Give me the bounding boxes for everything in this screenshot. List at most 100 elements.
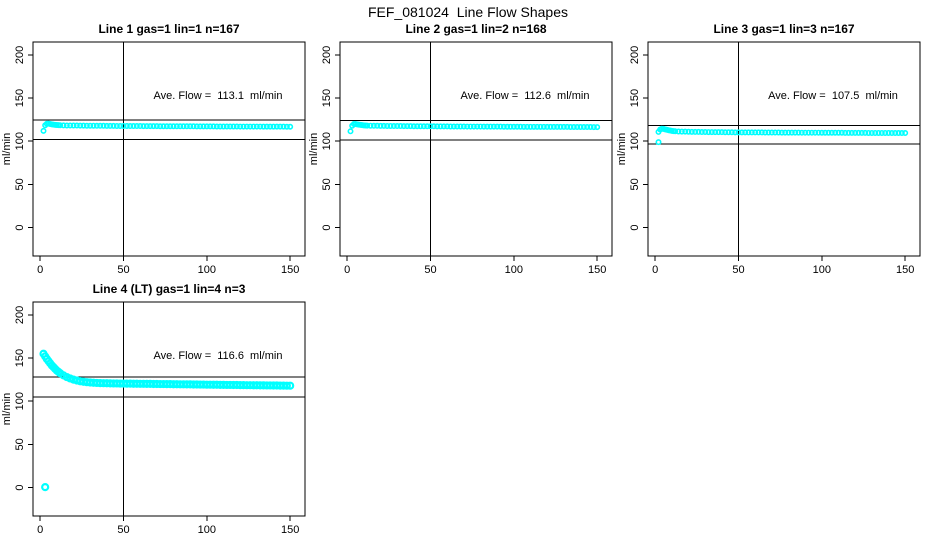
data-point <box>253 123 260 130</box>
panel-plot-3: 0 50 100 150 0 50 100 150 200 ml/min <box>616 41 921 276</box>
data-point <box>554 123 561 130</box>
data-point <box>778 129 785 136</box>
y-tick-label: 50 <box>629 178 641 190</box>
data-point <box>93 122 100 129</box>
data-point <box>230 123 237 130</box>
data-point <box>120 122 127 129</box>
panel-plot-4: 0 50 100 150 0 50 100 150 200 ml/min <box>1 301 306 536</box>
data-point <box>447 123 454 130</box>
data-point <box>705 129 712 136</box>
data-point <box>678 128 685 135</box>
data-point <box>828 129 835 136</box>
data-point <box>147 123 154 130</box>
data-point <box>177 123 184 130</box>
data-point <box>842 129 849 136</box>
data-point <box>390 123 397 130</box>
data-point <box>470 123 477 130</box>
data-point <box>855 129 862 136</box>
data-point <box>892 130 899 137</box>
data-point <box>685 128 692 135</box>
data-point <box>557 123 564 130</box>
data-point <box>103 122 110 129</box>
data-point <box>257 123 264 130</box>
data-point <box>672 128 679 135</box>
panel-plot-2: 0 50 100 150 0 50 100 150 200 ml/min <box>308 41 613 276</box>
data-point <box>745 129 752 136</box>
y-tick-label: 0 <box>321 224 333 230</box>
y-tick-label: 200 <box>629 46 641 64</box>
data-point <box>277 123 284 130</box>
data-point <box>283 123 290 130</box>
data-point <box>417 123 424 130</box>
y-tick-label: 150 <box>14 89 26 107</box>
data-point <box>153 123 160 130</box>
data-point <box>414 123 421 130</box>
plot-box <box>339 41 613 257</box>
data-point <box>895 130 902 137</box>
x-tick-label: 50 <box>424 264 436 276</box>
data-point <box>227 123 234 130</box>
data-point <box>567 123 574 130</box>
data-point <box>374 122 381 129</box>
data-point <box>163 123 170 130</box>
data-point <box>250 123 257 130</box>
data-point <box>785 129 792 136</box>
data-point <box>695 128 702 135</box>
data-point <box>755 129 762 136</box>
y-tick-label: 200 <box>14 306 26 324</box>
data-point <box>60 122 67 129</box>
data-point <box>808 129 815 136</box>
data-point <box>835 129 842 136</box>
panel-4-ave-flow-annotation: Ave. Flow = 116.6 ml/min <box>153 350 283 362</box>
data-point <box>765 129 772 136</box>
data-point <box>570 123 577 130</box>
data-point <box>655 139 662 146</box>
panel-2-title: Line 2 gas=1 lin=2 n=168 <box>405 22 547 36</box>
data-point <box>57 122 64 129</box>
data-point <box>243 123 250 130</box>
y-tick-label: 100 <box>629 132 641 150</box>
data-point <box>537 123 544 130</box>
data-point <box>450 123 457 130</box>
data-point <box>865 129 872 136</box>
data-point <box>872 129 879 136</box>
x-tick-label: 0 <box>652 264 658 276</box>
data-point <box>140 123 147 130</box>
data-point <box>802 129 809 136</box>
data-point <box>137 123 144 130</box>
data-point <box>80 122 87 129</box>
data-point <box>63 122 70 129</box>
data-point <box>267 123 274 130</box>
data-point <box>725 129 732 136</box>
data-point <box>347 128 354 135</box>
data-point <box>487 123 494 130</box>
panel-3-title: Line 3 gas=1 lin=3 n=167 <box>713 22 855 36</box>
data-point <box>688 128 695 135</box>
y-tick-label: 0 <box>14 484 26 490</box>
x-tick-label: 100 <box>198 264 216 276</box>
data-point <box>197 123 204 130</box>
data-point <box>240 123 247 130</box>
y-tick-label: 200 <box>321 46 333 64</box>
data-point <box>587 123 594 130</box>
data-point <box>260 123 267 130</box>
data-point <box>712 129 719 136</box>
data-point <box>400 123 407 130</box>
y-tick-label: 100 <box>321 132 333 150</box>
data-point <box>832 129 839 136</box>
data-point <box>822 129 829 136</box>
data-point <box>200 123 207 130</box>
data-point <box>83 122 90 129</box>
data-point <box>370 122 377 129</box>
y-tick-label: 200 <box>14 46 26 64</box>
data-point <box>728 129 735 136</box>
x-tick-label: 150 <box>281 524 299 536</box>
data-point <box>775 129 782 136</box>
panel-plot-1: 0 50 100 150 0 50 100 150 200 ml/min <box>1 41 306 276</box>
x-tick-label: 100 <box>813 264 831 276</box>
data-point <box>180 123 187 130</box>
data-point <box>477 123 484 130</box>
data-point <box>875 129 882 136</box>
data-point <box>868 129 875 136</box>
